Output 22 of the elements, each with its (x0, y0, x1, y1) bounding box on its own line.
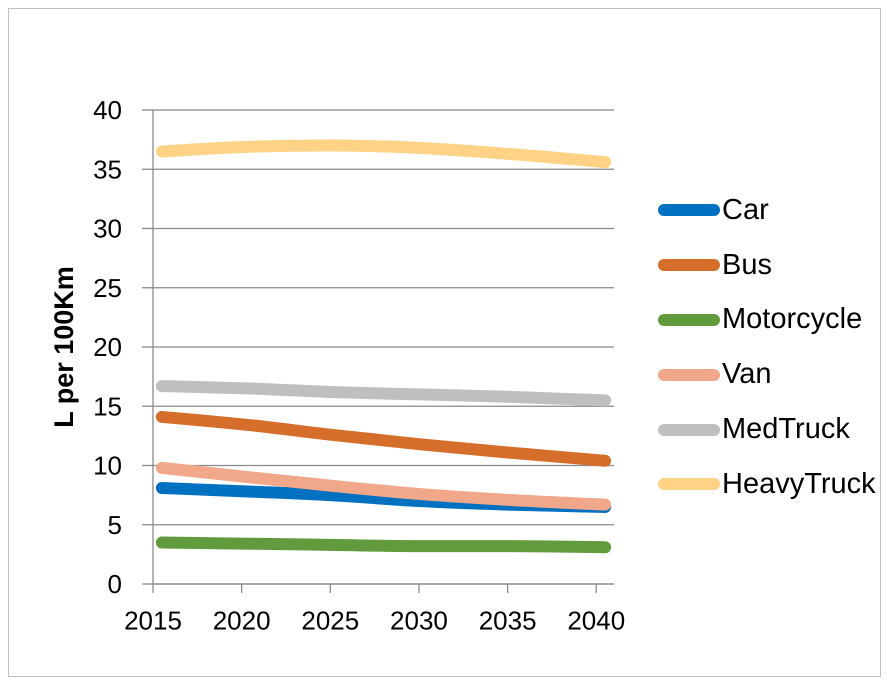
x-tick-label: 2035 (478, 605, 537, 636)
y-tick-label: 5 (108, 510, 122, 540)
x-tick-label: 2025 (301, 605, 360, 636)
y-tick-label: 0 (108, 569, 122, 600)
legend-label: Van (722, 358, 772, 390)
y-tick-label: 35 (93, 154, 122, 184)
y-tick-label: 15 (93, 391, 122, 422)
legend-label: Car (722, 194, 769, 226)
y-tick-label: 40 (93, 95, 122, 126)
y-tick-label: 10 (93, 450, 122, 481)
y-tick-label: 20 (93, 332, 122, 362)
x-tick-label: 2015 (124, 605, 182, 636)
legend-label: HeavyTruck (722, 468, 876, 500)
y-tick-label: 30 (93, 214, 122, 244)
legend-label: MedTruck (722, 413, 850, 446)
x-tick-label: 2030 (390, 605, 448, 636)
x-tick-label: 2040 (567, 605, 626, 636)
legend-label: Motorcycle (722, 303, 862, 336)
legend-label: Bus (722, 248, 772, 281)
y-tick-label: 25 (93, 272, 122, 303)
x-tick-label: 2020 (212, 605, 271, 636)
y-axis-title: L per 100Km (49, 266, 79, 428)
